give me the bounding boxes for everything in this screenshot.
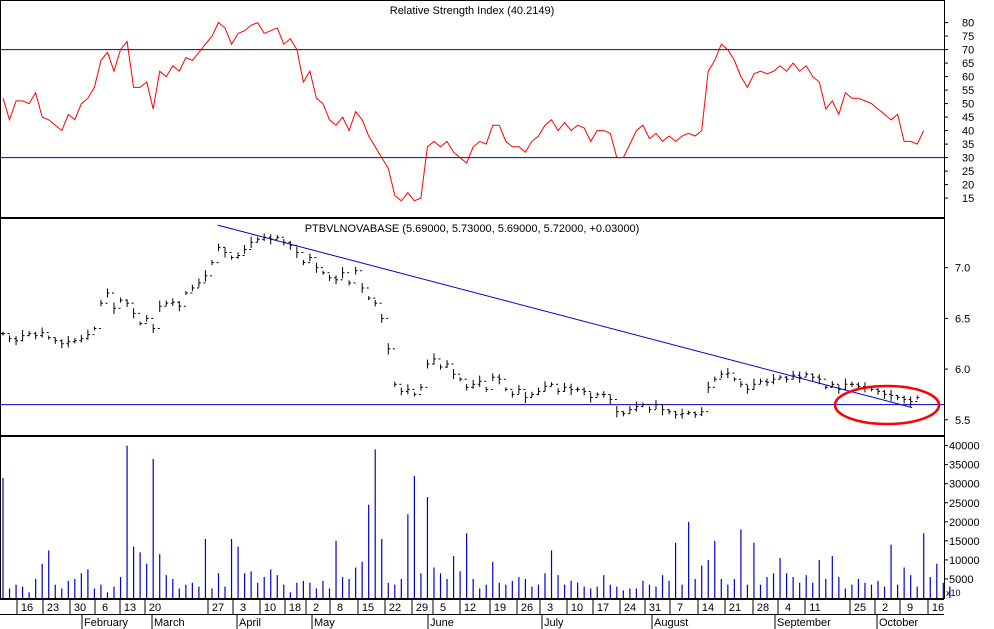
volume-multiplier-label: x10 (946, 588, 961, 598)
rsi-tick-label: 75 (962, 31, 974, 43)
day-tick-label: 9 (907, 602, 913, 614)
rsi-tick-label: 15 (962, 193, 974, 205)
day-tick-label: 16 (932, 602, 944, 614)
rsi-tick-label: 40 (962, 126, 974, 138)
volume-tick-label: 20000 (949, 517, 980, 529)
day-tick-label: 27 (212, 602, 224, 614)
volume-tick-label: 10000 (949, 555, 980, 567)
day-tick-label: 5 (440, 602, 446, 614)
month-label: February (84, 617, 129, 629)
rsi-panel (0, 0, 945, 218)
day-tick-label: 24 (624, 602, 636, 614)
x-axis: 16 23 30 6 13 20 27 3 10 18 2 8 15 22 29 5 12 19 26 3 10 17 24… (16, 599, 944, 629)
day-tick-label: 10 (264, 602, 276, 614)
month-label: September (777, 617, 831, 629)
rsi-tick-label: 70 (962, 45, 974, 57)
volume-tick-label: 30000 (949, 479, 980, 491)
price-axis: 5.5 6.0 6.5 7.0 (944, 263, 970, 427)
day-tick-label: 10 (571, 602, 583, 614)
day-tick-label: 3 (547, 602, 553, 614)
day-tick-label: 12 (464, 602, 476, 614)
rsi-tick-label: 45 (962, 112, 974, 124)
day-tick-label: 20 (149, 602, 161, 614)
day-tick-label: 30 (74, 602, 86, 614)
day-tick-label: 31 (649, 602, 661, 614)
rsi-tick-label: 20 (962, 180, 974, 192)
highlight-ellipse (833, 384, 941, 426)
price-panel (0, 218, 945, 436)
price-title: PTBVLNOVABASE (5.69000, 5.73000, 5.69000… (305, 223, 640, 235)
day-tick-label: 23 (47, 602, 59, 614)
day-tick-label: 2 (882, 602, 888, 614)
price-lines (0, 224, 944, 409)
rsi-tick-label: 30 (962, 153, 974, 165)
price-tick-label: 5.5 (955, 415, 970, 427)
month-label: April (239, 617, 261, 629)
day-tick-label: 4 (785, 602, 791, 614)
day-tick-label: 3 (240, 602, 246, 614)
month-label: May (314, 617, 335, 629)
day-tick-label: 14 (702, 602, 714, 614)
rsi-tick-label: 55 (962, 85, 974, 97)
rsi-title: Relative Strength Index (40.2149) (390, 5, 555, 17)
month-label: March (154, 617, 185, 629)
rsi-tick-label: 80 (962, 18, 974, 30)
trend-line (217, 224, 913, 409)
volume-bars (2, 445, 951, 598)
day-tick-label: 13 (124, 602, 136, 614)
day-tick-label: 8 (337, 602, 343, 614)
price-bars (1, 233, 920, 419)
volume-tick-label: 35000 (949, 460, 980, 472)
volume-tick-label: 5000 (949, 574, 973, 586)
day-tick-label: 16 (21, 602, 33, 614)
volume-axis: 5000 10000 15000 20000 25000 30000 35000 40000 (944, 441, 980, 586)
price-tick-label: 6.5 (955, 313, 970, 325)
volume-panel (0, 436, 945, 599)
day-tick-label: 25 (854, 602, 866, 614)
day-tick-label: 17 (597, 602, 609, 614)
day-tick-label: 7 (677, 602, 683, 614)
rsi-series (2, 21, 925, 202)
month-label: July (544, 617, 564, 629)
volume-tick-label: 15000 (949, 536, 980, 548)
day-tick-label: 6 (102, 602, 108, 614)
day-tick-label: 18 (289, 602, 301, 614)
month-label: August (654, 617, 688, 629)
rsi-tick-label: 60 (962, 72, 974, 84)
rsi-tick-label: 35 (962, 139, 974, 151)
day-tick-label: 21 (729, 602, 741, 614)
day-tick-label: 26 (521, 602, 533, 614)
rsi-tick-label: 65 (962, 58, 974, 70)
rsi-tick-label: 50 (962, 99, 974, 111)
day-tick-label: 29 (416, 602, 428, 614)
day-tick-label: 22 (389, 602, 401, 614)
price-tick-label: 7.0 (955, 263, 970, 275)
day-tick-label: 2 (313, 602, 319, 614)
volume-tick-label: 40000 (949, 441, 980, 453)
month-label: June (430, 617, 454, 629)
rsi-guide-lines (0, 49, 944, 159)
rsi-tick-label: 25 (962, 166, 974, 178)
volume-tick-label: 25000 (949, 498, 980, 510)
rsi-line (2, 21, 925, 202)
month-label: October (879, 617, 918, 629)
day-tick-label: 28 (757, 602, 769, 614)
price-tick-label: 6.0 (955, 364, 970, 376)
day-tick-label: 11 (809, 602, 820, 614)
day-tick-label: 15 (362, 602, 374, 614)
day-tick-label: 19 (494, 602, 506, 614)
